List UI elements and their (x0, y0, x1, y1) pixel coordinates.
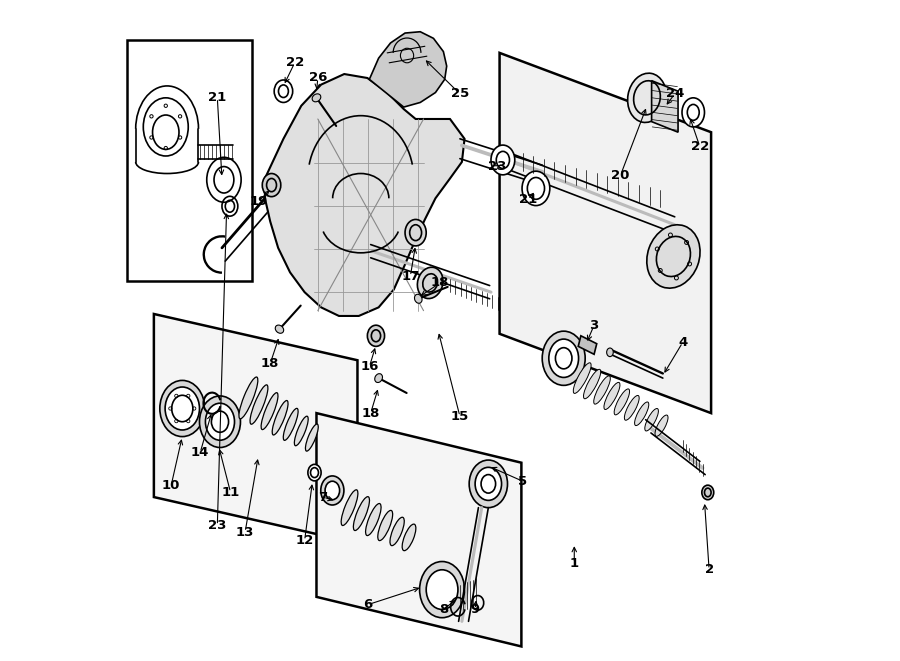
Ellipse shape (573, 363, 591, 393)
Text: 26: 26 (309, 71, 327, 85)
Text: 21: 21 (208, 91, 227, 104)
Text: 12: 12 (295, 534, 314, 547)
Ellipse shape (549, 339, 579, 377)
Ellipse shape (402, 524, 416, 551)
Polygon shape (578, 336, 597, 354)
Text: 2: 2 (705, 563, 714, 576)
Text: 23: 23 (208, 519, 227, 532)
Ellipse shape (427, 570, 458, 609)
Text: 3: 3 (590, 319, 598, 332)
Ellipse shape (469, 460, 508, 508)
Ellipse shape (354, 496, 370, 531)
Ellipse shape (341, 490, 358, 525)
Ellipse shape (419, 561, 464, 617)
Text: 20: 20 (611, 169, 630, 182)
Text: 16: 16 (360, 360, 379, 373)
Text: 21: 21 (519, 193, 537, 206)
Ellipse shape (250, 385, 268, 424)
Ellipse shape (205, 403, 235, 440)
Ellipse shape (284, 408, 298, 440)
Ellipse shape (272, 401, 288, 435)
Polygon shape (317, 413, 521, 646)
Polygon shape (128, 40, 252, 281)
Ellipse shape (644, 408, 659, 431)
Ellipse shape (367, 325, 384, 346)
Text: 6: 6 (363, 598, 372, 611)
Ellipse shape (274, 80, 292, 102)
Ellipse shape (378, 510, 392, 541)
Polygon shape (265, 74, 464, 316)
Ellipse shape (634, 402, 649, 426)
Ellipse shape (594, 376, 610, 404)
Ellipse shape (418, 267, 443, 299)
Ellipse shape (604, 382, 620, 410)
Ellipse shape (702, 485, 714, 500)
Text: 1: 1 (570, 557, 579, 570)
Text: 7: 7 (319, 490, 328, 504)
Ellipse shape (320, 476, 344, 505)
Ellipse shape (165, 387, 200, 430)
Ellipse shape (522, 171, 550, 206)
Ellipse shape (200, 396, 240, 447)
Ellipse shape (607, 348, 613, 356)
Ellipse shape (491, 145, 515, 175)
Ellipse shape (614, 389, 630, 415)
Text: 8: 8 (439, 603, 448, 616)
Ellipse shape (365, 504, 381, 535)
Polygon shape (369, 32, 446, 107)
Ellipse shape (294, 416, 308, 446)
Text: 11: 11 (221, 486, 239, 499)
Ellipse shape (312, 94, 320, 102)
Ellipse shape (647, 225, 700, 288)
Text: 14: 14 (191, 446, 210, 459)
Ellipse shape (583, 369, 600, 399)
Text: 4: 4 (678, 336, 688, 349)
Text: 18: 18 (431, 276, 449, 290)
Text: 18: 18 (362, 407, 380, 420)
Text: 19: 19 (249, 195, 267, 208)
Text: 15: 15 (451, 410, 469, 423)
Polygon shape (154, 314, 357, 543)
Text: 9: 9 (471, 603, 480, 616)
Ellipse shape (305, 424, 319, 451)
Text: 22: 22 (285, 56, 304, 69)
Ellipse shape (625, 395, 639, 420)
Ellipse shape (308, 464, 321, 481)
Ellipse shape (655, 415, 668, 436)
Polygon shape (500, 53, 711, 413)
Polygon shape (652, 81, 678, 132)
Ellipse shape (542, 331, 585, 385)
Ellipse shape (405, 219, 427, 246)
Text: 13: 13 (236, 525, 255, 539)
Ellipse shape (475, 467, 501, 500)
Ellipse shape (682, 98, 705, 127)
Text: 10: 10 (162, 479, 180, 492)
Ellipse shape (627, 73, 666, 122)
Ellipse shape (275, 325, 284, 333)
Ellipse shape (390, 518, 404, 545)
Ellipse shape (262, 174, 281, 197)
Text: 18: 18 (261, 357, 279, 370)
Ellipse shape (374, 373, 382, 383)
Text: 17: 17 (401, 270, 419, 283)
Text: 22: 22 (690, 140, 709, 153)
Ellipse shape (325, 481, 339, 500)
Text: 5: 5 (518, 475, 527, 488)
Ellipse shape (238, 377, 257, 419)
Text: 23: 23 (489, 160, 507, 173)
Text: 25: 25 (451, 87, 469, 100)
Ellipse shape (160, 380, 205, 436)
Ellipse shape (261, 393, 278, 430)
Text: 24: 24 (666, 87, 684, 100)
Ellipse shape (415, 294, 422, 303)
